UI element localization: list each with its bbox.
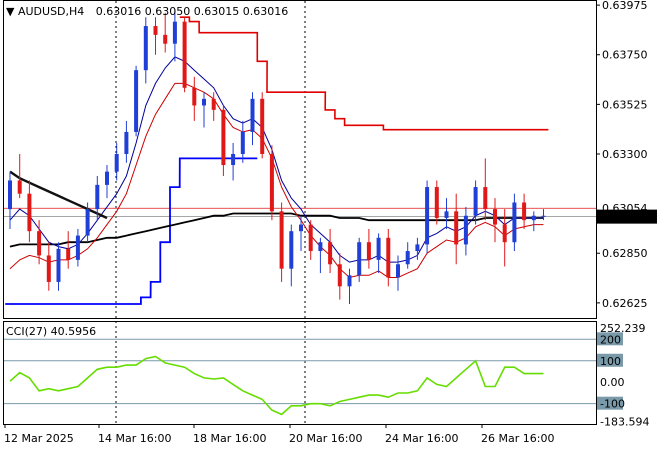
cci-tick-label: 252.239 <box>600 322 646 335</box>
candle-body <box>56 248 61 282</box>
candle-body <box>415 244 420 252</box>
candle-body <box>357 242 362 276</box>
candle-body <box>27 193 32 232</box>
candle-body <box>366 242 371 260</box>
cci-level-label: 100 <box>600 355 621 368</box>
kijun-line <box>179 16 549 131</box>
candle-body <box>279 211 284 269</box>
candle-body <box>473 187 478 216</box>
cci-level-tag-bg <box>597 353 623 367</box>
candle-body <box>182 21 187 88</box>
symbol-label: AUDUSD,H4 <box>18 5 84 18</box>
candle-body <box>531 215 536 221</box>
price-tick-label: 0.63525 <box>602 98 648 111</box>
cci-line <box>9 355 544 416</box>
candle-body <box>425 187 430 245</box>
cci-panel-frame <box>3 321 597 425</box>
candle-body <box>454 211 459 245</box>
candle-body <box>85 209 90 236</box>
axis-layer: 0.63975 0.63750 0.63525 0.63300 0.62850 0.626… <box>4 0 657 445</box>
candle-body <box>202 98 206 106</box>
symbol-header: ▼ AUDUSD,H4 0.63016 0.63050 0.63015 0.63… <box>6 5 288 18</box>
cci-layer <box>9 355 544 416</box>
candle-body <box>376 237 381 260</box>
candle-body <box>483 187 488 210</box>
header-triangle-icon: ▼ <box>6 5 18 18</box>
candle-body <box>153 26 158 35</box>
candle-body <box>95 184 100 210</box>
candle-body <box>211 98 216 110</box>
cci-level-tag-bg <box>597 396 623 410</box>
candle-body <box>163 34 168 44</box>
candle-body <box>347 275 352 287</box>
candle-body <box>269 153 274 212</box>
candle-body <box>46 255 51 282</box>
candle-body <box>308 224 313 252</box>
candle-body <box>124 131 129 154</box>
candle-body <box>434 187 439 218</box>
cci-tick-label: 0.00 <box>600 376 625 389</box>
candle-body <box>318 242 323 252</box>
candle-body <box>328 242 333 265</box>
price-tick-label: 0.63975 <box>602 0 648 12</box>
candle-body <box>493 209 497 225</box>
time-tick-label: 20 Mar 16:00 <box>289 432 362 445</box>
time-tick-label: 26 Mar 16:00 <box>481 432 554 445</box>
candle-body <box>134 70 139 132</box>
candle-body <box>512 202 517 243</box>
candle-body <box>231 153 236 166</box>
candle-body <box>463 215 468 245</box>
cci-tick-label: -183.594 <box>600 416 649 429</box>
ohlc-label: 0.63016 0.63050 0.63015 0.63016 <box>96 5 288 18</box>
candle-body <box>502 224 507 243</box>
candle-body <box>17 180 22 194</box>
tenkan-line <box>5 157 258 305</box>
last-price-label: 0.63016 <box>602 211 648 224</box>
cci-level-label: -100 <box>600 398 625 411</box>
candle-body <box>143 26 148 71</box>
price-tick-label: 0.63750 <box>602 49 648 62</box>
candle-body <box>289 231 294 269</box>
candle-body <box>405 251 410 265</box>
price-tick-label: 0.62850 <box>602 247 648 260</box>
price-panel-frame <box>3 0 597 319</box>
candle-body <box>522 202 527 221</box>
candle-body <box>250 98 255 132</box>
price-layer <box>5 10 549 305</box>
candle-body <box>299 224 303 232</box>
candle-body <box>221 109 226 166</box>
candle-body <box>37 231 42 256</box>
price-tick-label: 0.63300 <box>602 148 648 161</box>
candle-body <box>75 235 80 260</box>
candle-body <box>240 131 245 154</box>
time-tick-label: 12 Mar 2025 <box>4 432 74 445</box>
price-tick-label: 0.62625 <box>602 297 648 310</box>
candle-body <box>172 21 177 44</box>
time-tick-label: 14 Mar 16:00 <box>98 432 171 445</box>
last-price-tag-bg <box>597 209 657 224</box>
candle-body <box>114 153 119 172</box>
candle-body <box>337 264 342 287</box>
candle-body <box>192 87 197 106</box>
candle-body <box>444 211 449 218</box>
candle-body <box>8 180 12 210</box>
candle-body <box>541 215 546 217</box>
candle-body <box>105 171 109 185</box>
candle-body <box>386 237 391 278</box>
cci-label: CCI(27) 40.5956 <box>6 325 96 338</box>
candle-body <box>66 248 71 260</box>
time-tick-label: 24 Mar 16:00 <box>385 432 458 445</box>
candle-body <box>396 264 400 278</box>
candle-body <box>260 98 265 154</box>
cci-level-tag-bg <box>597 332 623 346</box>
time-tick-label: 18 Mar 16:00 <box>193 432 266 445</box>
cci-level-label: 200 <box>600 333 621 346</box>
trend-line <box>9 170 108 220</box>
